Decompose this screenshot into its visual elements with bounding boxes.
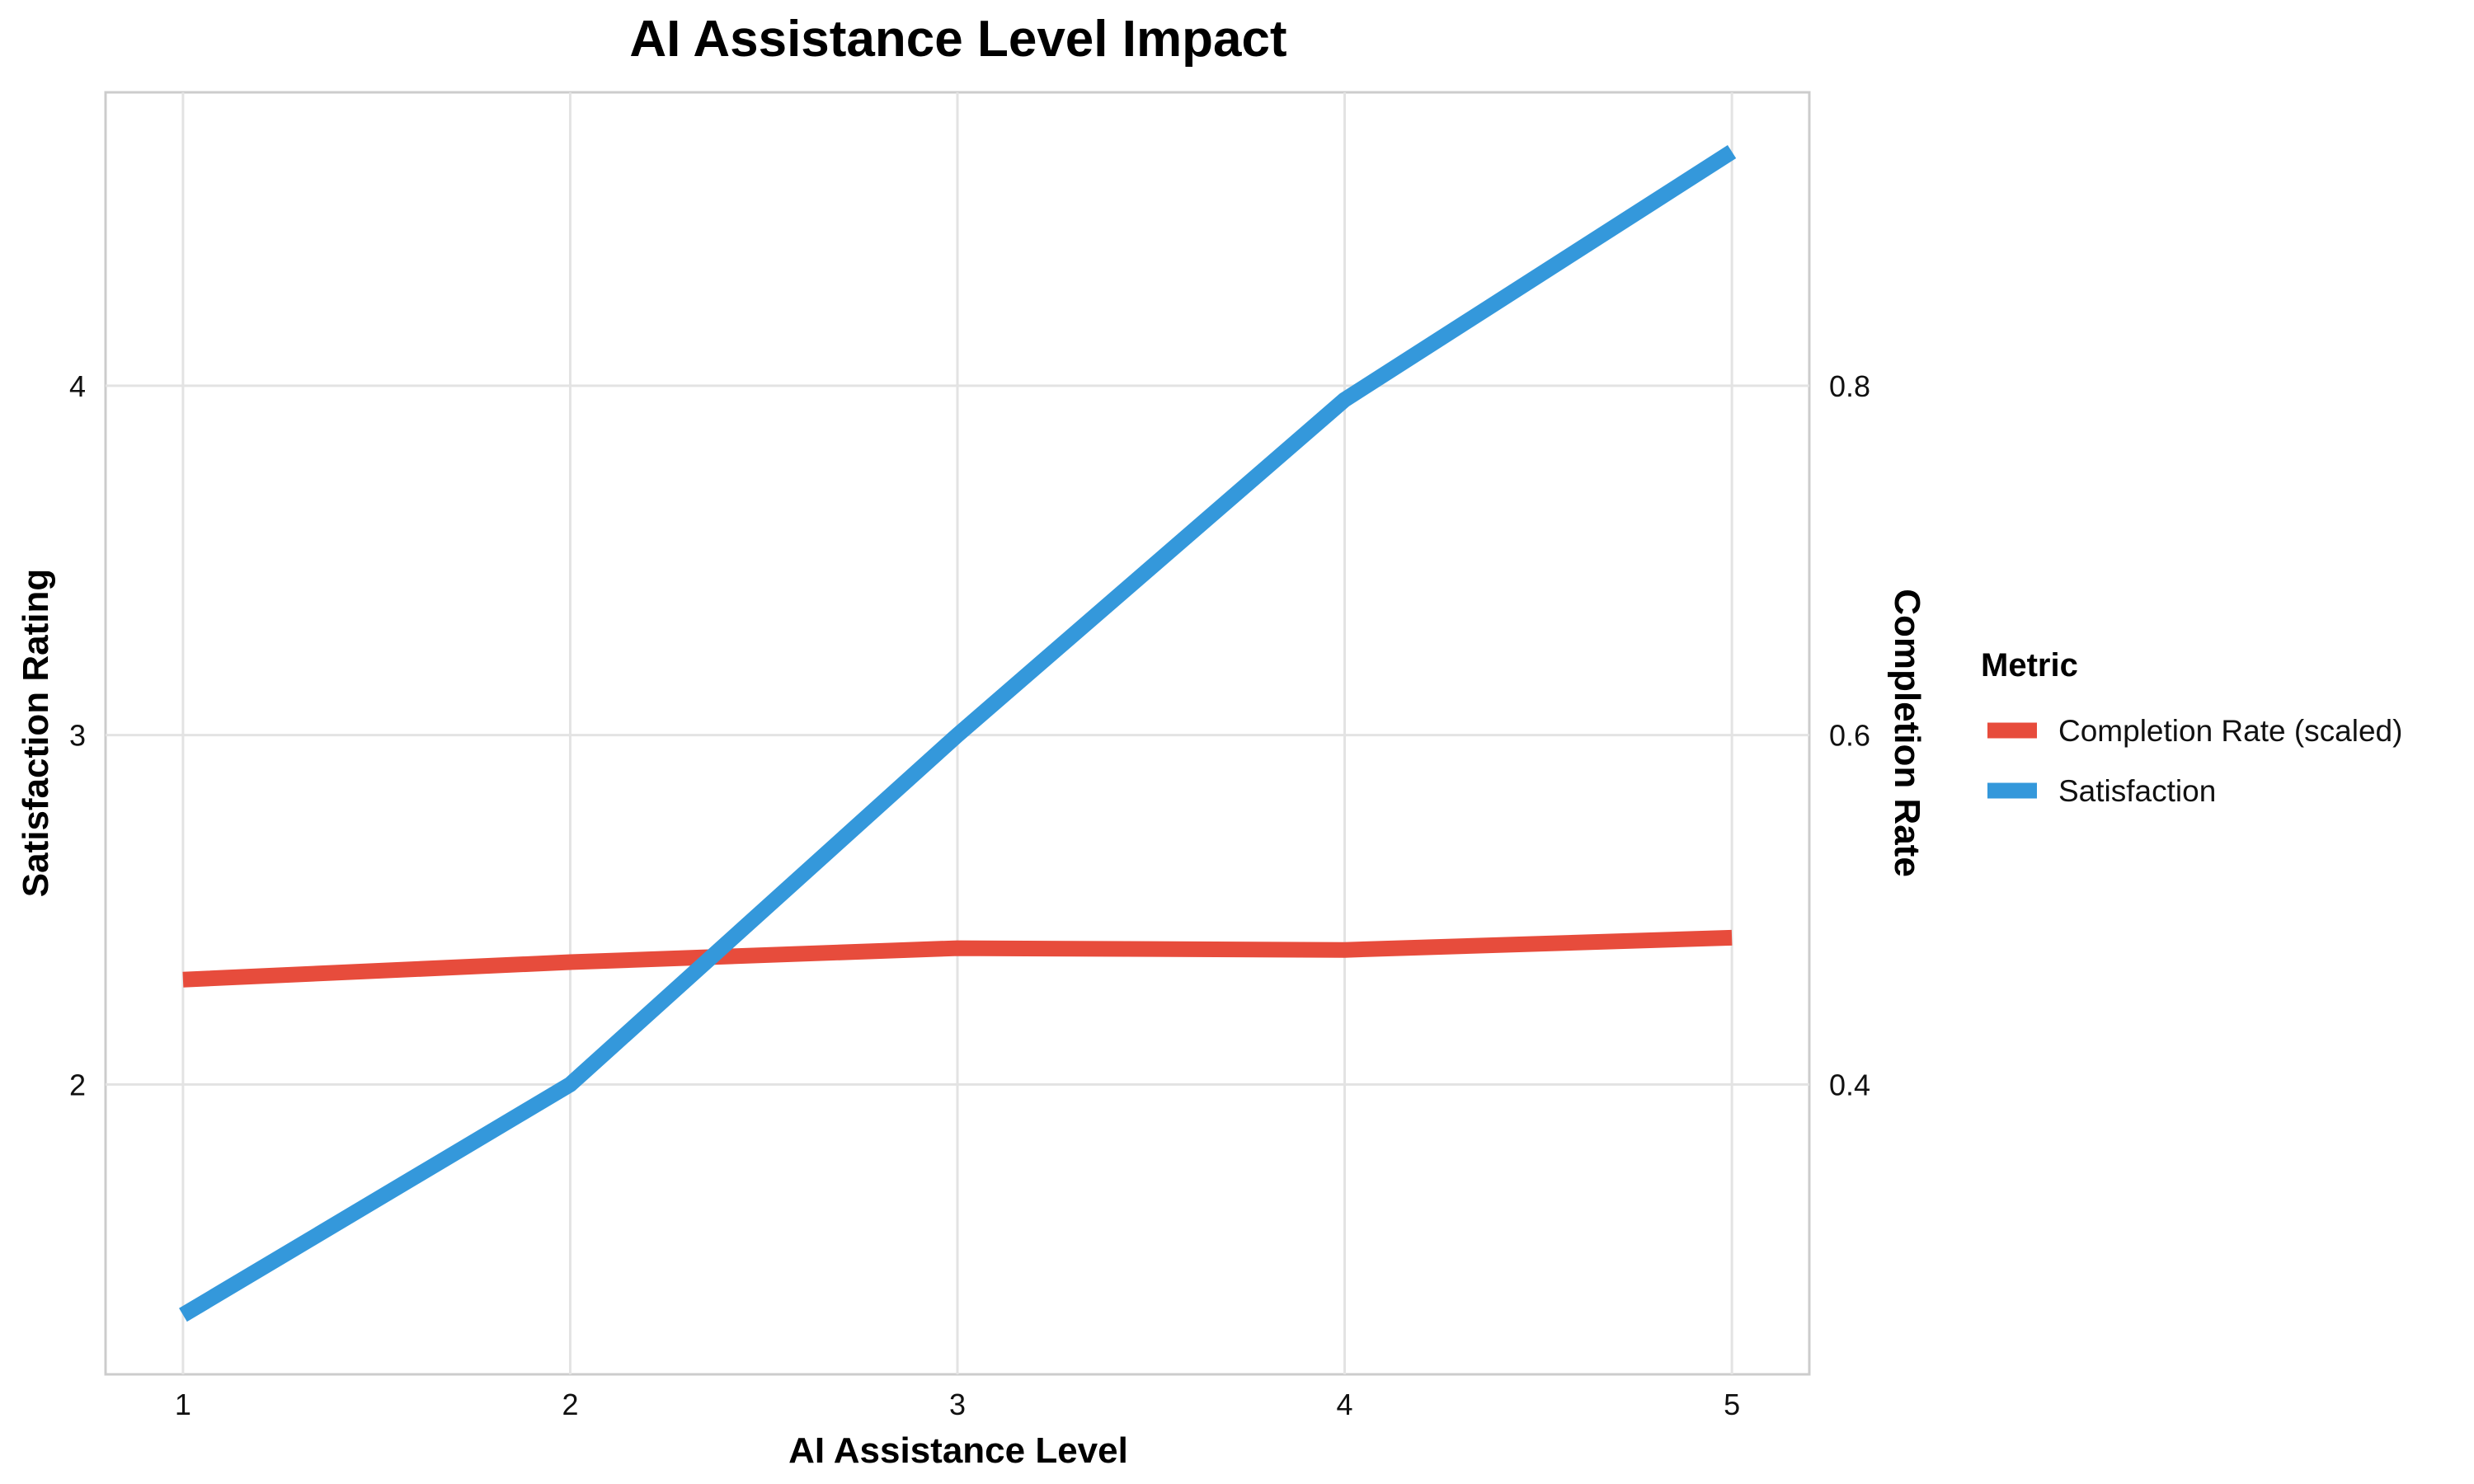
data-point-satisfaction [1344,399,1346,401]
x-tick-label: 3 [949,1388,966,1421]
data-point-completion-rate-scaled [182,979,184,980]
data-point-satisfaction [957,735,958,736]
y-tick-labels: 2 3 4 [69,369,86,1101]
legend-title: Metric [1981,647,2078,683]
x-tick-labels: 1 2 3 4 5 [175,1388,1740,1421]
x-axis-title: AI Assistance Level [788,1430,1128,1471]
legend-items: Completion Rate (scaled) Satisfaction [1987,714,2402,808]
y2-axis-title: Completion Rate [1887,589,1927,877]
data-point-completion-rate-scaled [1344,949,1346,951]
grid-lines [106,92,1809,1374]
data-point-completion-rate-scaled [569,961,571,963]
series-line-completion-rate-scaled [182,929,1733,988]
y2-tick-label: 0.4 [1829,1068,1870,1101]
y-tick-label: 3 [69,719,86,753]
series-line-satisfaction [179,145,1737,1322]
y-axis-title: Satisfaction Rating [16,569,56,898]
y2-tick-labels: 0.4 0.6 0.8 [1829,369,1870,1101]
data-point-satisfaction [182,1314,184,1316]
legend-label-satisfaction: Satisfaction [2058,774,2216,808]
data-point-completion-rate-scaled [1731,937,1733,938]
data-point-satisfaction [569,1083,571,1085]
legend-label-completion-rate-scaled: Completion Rate (scaled) [2058,714,2402,748]
data-point-satisfaction [1731,151,1733,153]
series-lines [179,145,1737,1322]
x-tick-label: 5 [1724,1388,1740,1421]
x-tick-label: 4 [1337,1388,1353,1421]
y2-tick-label: 0.8 [1829,369,1870,403]
y-tick-label: 2 [69,1068,86,1101]
x-tick-label: 1 [175,1388,191,1421]
y2-tick-label: 0.6 [1829,719,1870,753]
y-tick-label: 4 [69,369,86,403]
data-point-completion-rate-scaled [957,947,958,949]
legend: Metric Completion Rate (scaled) Satisfact… [1981,647,2402,808]
x-tick-label: 2 [562,1388,578,1421]
chart-title: AI Assistance Level Impact [629,11,1286,68]
